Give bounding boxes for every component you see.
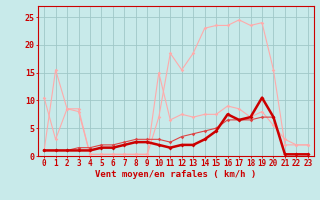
X-axis label: Vent moyen/en rafales ( km/h ): Vent moyen/en rafales ( km/h ) [95, 170, 257, 179]
